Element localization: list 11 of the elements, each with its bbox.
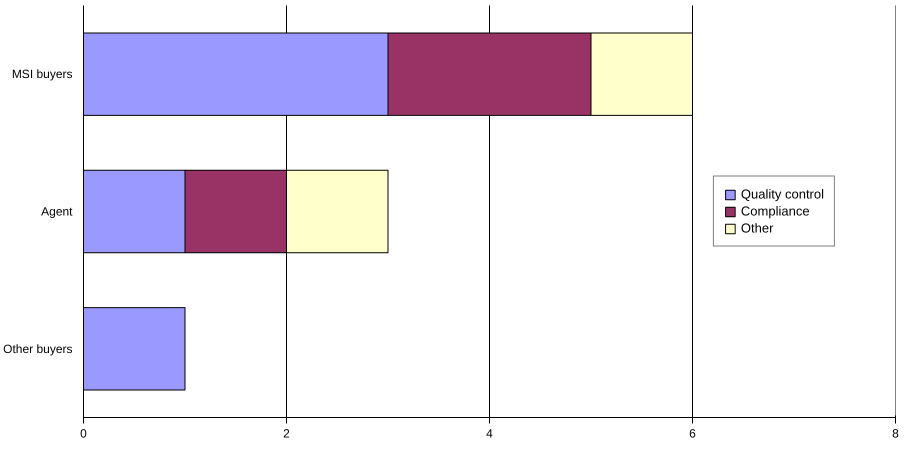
legend-label: Other bbox=[740, 220, 774, 236]
x-tick-label: 8 bbox=[892, 426, 900, 440]
x-tick-label: 4 bbox=[486, 426, 494, 440]
x-tick-label: 0 bbox=[80, 426, 88, 440]
legend-label: Compliance bbox=[740, 204, 810, 218]
x-tick-label: 2 bbox=[283, 426, 290, 440]
y-tick-label: MSI buyers bbox=[12, 67, 72, 82]
y-tick-label: Other buyers bbox=[3, 342, 73, 356]
legend-label: Quality control bbox=[740, 186, 824, 202]
x-tick-label: 6 bbox=[689, 426, 696, 440]
y-tick-label: Agent bbox=[41, 204, 74, 218]
